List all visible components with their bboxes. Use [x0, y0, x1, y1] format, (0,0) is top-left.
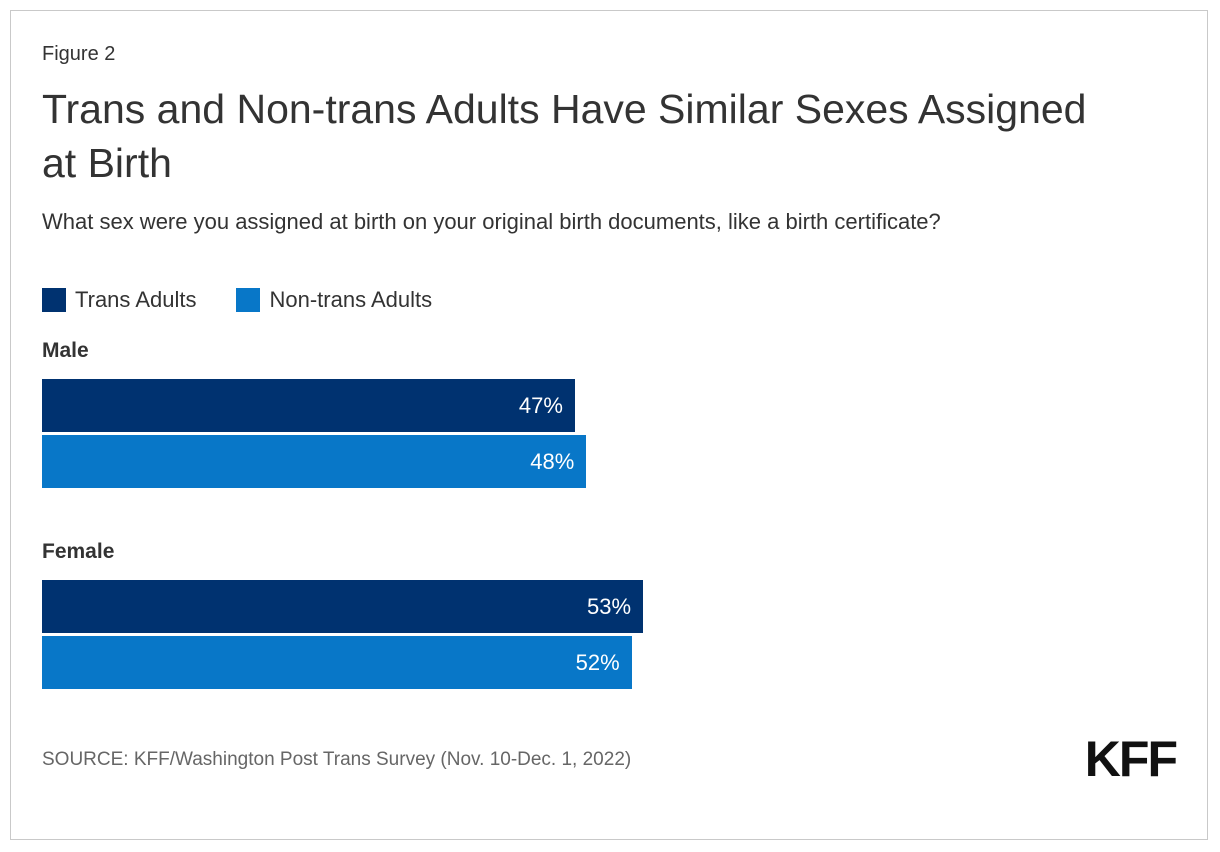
- kff-logo: KFF: [1084, 731, 1178, 787]
- bar-value-female-non-trans-adults: 52%: [575, 649, 620, 675]
- bar-female-trans-adults: 53%: [42, 580, 644, 633]
- legend-item-non-trans-adults: Non-trans Adults: [236, 287, 432, 313]
- figure-card: Figure 2 Trans and Non-trans Adults Have…: [10, 10, 1208, 840]
- category-label-female: Female: [42, 540, 115, 563]
- category-label-male: Male: [42, 339, 89, 362]
- bar-value-male-non-trans-adults: 48%: [530, 448, 575, 474]
- chart-title: Trans and Non-trans Adults Have Similar …: [42, 86, 1087, 186]
- figure-label: Figure 2: [42, 43, 116, 65]
- bar-female-non-trans-adults: 52%: [42, 636, 632, 689]
- bar-group-male: Male 47% 48%: [42, 339, 1176, 488]
- chart-legend: Trans Adults Non-trans Adults: [42, 287, 1176, 313]
- chart-subtitle: What sex were you assigned at birth on y…: [42, 209, 941, 234]
- figure-footer: SOURCE: KFF/Washington Post Trans Survey…: [42, 731, 1178, 787]
- bar-value-female-trans-adults: 53%: [586, 593, 632, 619]
- legend-label-trans-adults: Trans Adults: [75, 287, 197, 312]
- legend-swatch-trans-adults: [42, 288, 66, 312]
- bar-male-non-trans-adults: 48%: [42, 435, 587, 488]
- legend-label-non-trans-adults: Non-trans Adults: [269, 287, 433, 312]
- bar-male-trans-adults: 47%: [42, 379, 575, 432]
- bar-value-male-trans-adults: 47%: [518, 392, 563, 418]
- legend-swatch-non-trans-adults: [236, 288, 261, 312]
- bar-group-female: Female 53% 52%: [42, 540, 1176, 689]
- legend-item-trans-adults: Trans Adults: [42, 287, 196, 313]
- source-note: SOURCE: KFF/Washington Post Trans Survey…: [42, 748, 632, 770]
